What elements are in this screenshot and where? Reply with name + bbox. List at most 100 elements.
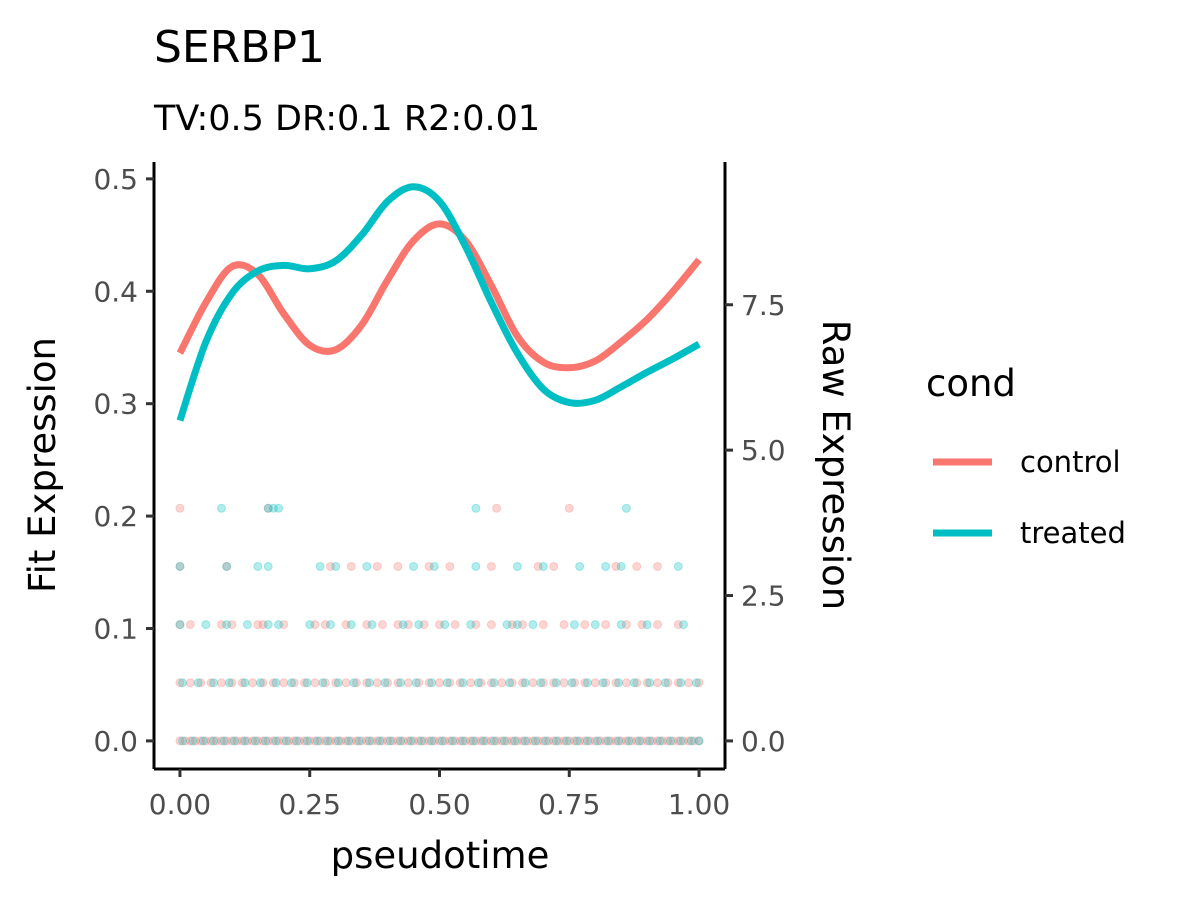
raw-point-control: [538, 620, 548, 630]
raw-point-control: [346, 561, 356, 571]
raw-point-treated: [367, 620, 377, 630]
raw-point-treated: [614, 736, 624, 746]
raw-point-treated: [562, 736, 572, 746]
raw-point-control: [497, 736, 507, 746]
raw-point-treated: [603, 736, 613, 746]
raw-point-control: [523, 736, 533, 746]
raw-point-treated: [178, 678, 188, 688]
raw-point-treated: [263, 620, 273, 630]
raw-point-control: [331, 678, 341, 688]
raw-point-treated: [325, 620, 335, 630]
raw-point-control: [595, 736, 605, 746]
raw-point-treated: [458, 736, 468, 746]
raw-point-control: [279, 678, 289, 688]
raw-point-treated: [287, 678, 297, 688]
raw-point-control: [289, 678, 299, 688]
raw-point-control: [206, 678, 216, 688]
raw-point-control: [559, 620, 569, 630]
raw-point-control: [653, 736, 663, 746]
raw-point-treated: [375, 736, 385, 746]
raw-point-treated: [590, 620, 600, 630]
raw-point-treated: [645, 736, 655, 746]
raw-point-control: [284, 736, 294, 746]
raw-point-control: [191, 736, 201, 746]
raw-point-treated: [271, 736, 281, 746]
raw-point-control: [538, 678, 548, 688]
raw-point-treated: [409, 561, 419, 571]
raw-point-control: [616, 736, 626, 746]
raw-point-control: [580, 678, 590, 688]
raw-point-control: [263, 736, 273, 746]
raw-point-treated: [621, 503, 631, 513]
x-tick-label: 0.50: [408, 788, 470, 821]
raw-point-treated: [538, 561, 548, 571]
raw-point-control: [279, 620, 289, 630]
raw-point-treated: [255, 678, 265, 688]
raw-point-treated: [466, 620, 476, 630]
raw-point-control: [455, 736, 465, 746]
raw-point-control: [502, 736, 512, 746]
raw-point-treated: [614, 678, 624, 688]
raw-point-control: [486, 561, 496, 571]
raw-point-treated: [575, 561, 585, 571]
raw-point-control: [450, 620, 460, 630]
raw-point-treated: [601, 561, 611, 571]
raw-point-treated: [253, 561, 263, 571]
raw-point-control: [185, 620, 195, 630]
raw-point-treated: [520, 736, 530, 746]
raw-point-treated: [551, 736, 561, 746]
raw-point-treated: [305, 620, 315, 630]
y-ticks: 0.0 0.1 0.2 0.3 0.4 0.5: [93, 163, 154, 758]
raw-point-treated: [551, 678, 561, 688]
raw-point-control: [621, 736, 631, 746]
raw-point-control: [206, 736, 216, 746]
raw-point-control: [398, 736, 408, 746]
raw-point-treated: [222, 620, 232, 630]
raw-point-control: [372, 561, 382, 571]
legend-title: cond: [926, 362, 1016, 405]
raw-point-treated: [209, 736, 219, 746]
raw-point-treated: [281, 736, 291, 746]
raw-point-treated: [263, 561, 273, 571]
x-axis-title: pseudotime: [331, 834, 550, 877]
raw-point-treated: [629, 678, 639, 688]
raw-point-control: [611, 736, 621, 746]
raw-point-control: [315, 736, 325, 746]
raw-point-control: [653, 678, 663, 688]
raw-point-treated: [385, 736, 395, 746]
raw-point-control: [450, 736, 460, 746]
raw-point-treated: [318, 678, 328, 688]
raw-point-control: [492, 736, 502, 746]
raw-point-treated: [411, 678, 421, 688]
raw-point-control: [279, 736, 289, 746]
raw-point-treated: [414, 620, 424, 630]
raw-point-control: [414, 736, 424, 746]
raw-point-treated: [510, 736, 520, 746]
raw-point-treated: [642, 620, 652, 630]
raw-point-control: [549, 561, 559, 571]
raw-point-control: [460, 736, 470, 746]
raw-point-control: [564, 503, 574, 513]
raw-point-treated: [541, 736, 551, 746]
raw-point-control: [466, 678, 476, 688]
fit-line-control: [176, 220, 702, 372]
raw-point-treated: [447, 736, 457, 746]
raw-point-treated: [224, 678, 234, 688]
raw-point-control: [445, 678, 455, 688]
raw-point-control: [471, 736, 481, 746]
raw-point-treated: [292, 736, 302, 746]
raw-point-control: [325, 561, 335, 571]
raw-point-treated: [676, 678, 686, 688]
raw-point-control: [409, 736, 419, 746]
legend: cond control treated: [926, 362, 1126, 550]
raw-point-treated: [331, 561, 341, 571]
raw-point-control: [673, 736, 683, 746]
raw-point-control: [201, 736, 211, 746]
raw-point-control: [310, 620, 320, 630]
raw-point-control: [274, 736, 284, 746]
raw-point-control: [569, 678, 579, 688]
raw-point-control: [611, 561, 621, 571]
raw-point-treated: [178, 736, 188, 746]
y2-tick-label: 7.5: [741, 289, 786, 322]
